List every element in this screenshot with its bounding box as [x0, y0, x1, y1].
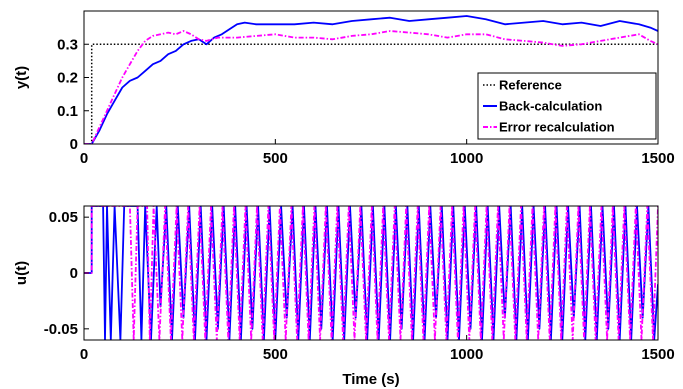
- top-xtick-label: 1000: [450, 150, 483, 167]
- bottom-xlabel: Time (s): [342, 371, 399, 388]
- top-ylabel: y(t): [13, 66, 30, 89]
- top-ticks: 0 500 1000 1500 0 0.1 0.2 0.3: [57, 36, 675, 167]
- bottom-xtick-label: 0: [80, 346, 88, 363]
- top-ytick-label: 0: [70, 136, 78, 153]
- bottom-ytick-label: -0.05: [44, 321, 78, 338]
- bottom-ylabel: u(t): [13, 261, 30, 285]
- top-series-back-calculation: [84, 15, 658, 144]
- legend-label-error-recalculation: Error recalculation: [499, 120, 615, 135]
- bottom-ytick-label: 0.05: [49, 209, 78, 226]
- top-xtick-label: 1500: [641, 150, 674, 167]
- top-xtick-label: 500: [263, 150, 288, 167]
- legend-label-back-calculation: Back-calculation: [499, 99, 602, 114]
- top-series: [84, 15, 658, 144]
- top-plot: 0 500 1000 1500 0 0.1 0.2 0.3 y(t) Reference Ba…: [13, 10, 675, 167]
- top-ytick-label: 0.2: [57, 70, 78, 87]
- top-series-error-recalculation: [84, 30, 658, 144]
- bottom-xtick-label: 1000: [450, 346, 483, 363]
- top-ytick-label: 0.3: [57, 36, 78, 53]
- legend: Reference Back-calculation Error recalcu…: [477, 72, 657, 140]
- bottom-ytick-label: 0: [70, 265, 78, 282]
- legend-box: [477, 72, 657, 140]
- top-xtick-label: 0: [80, 150, 88, 167]
- bottom-xtick-label: 500: [263, 346, 288, 363]
- bottom-xtick-label: 1500: [641, 346, 674, 363]
- top-ytick-label: 0.1: [57, 103, 78, 120]
- legend-label-reference: Reference: [499, 78, 562, 93]
